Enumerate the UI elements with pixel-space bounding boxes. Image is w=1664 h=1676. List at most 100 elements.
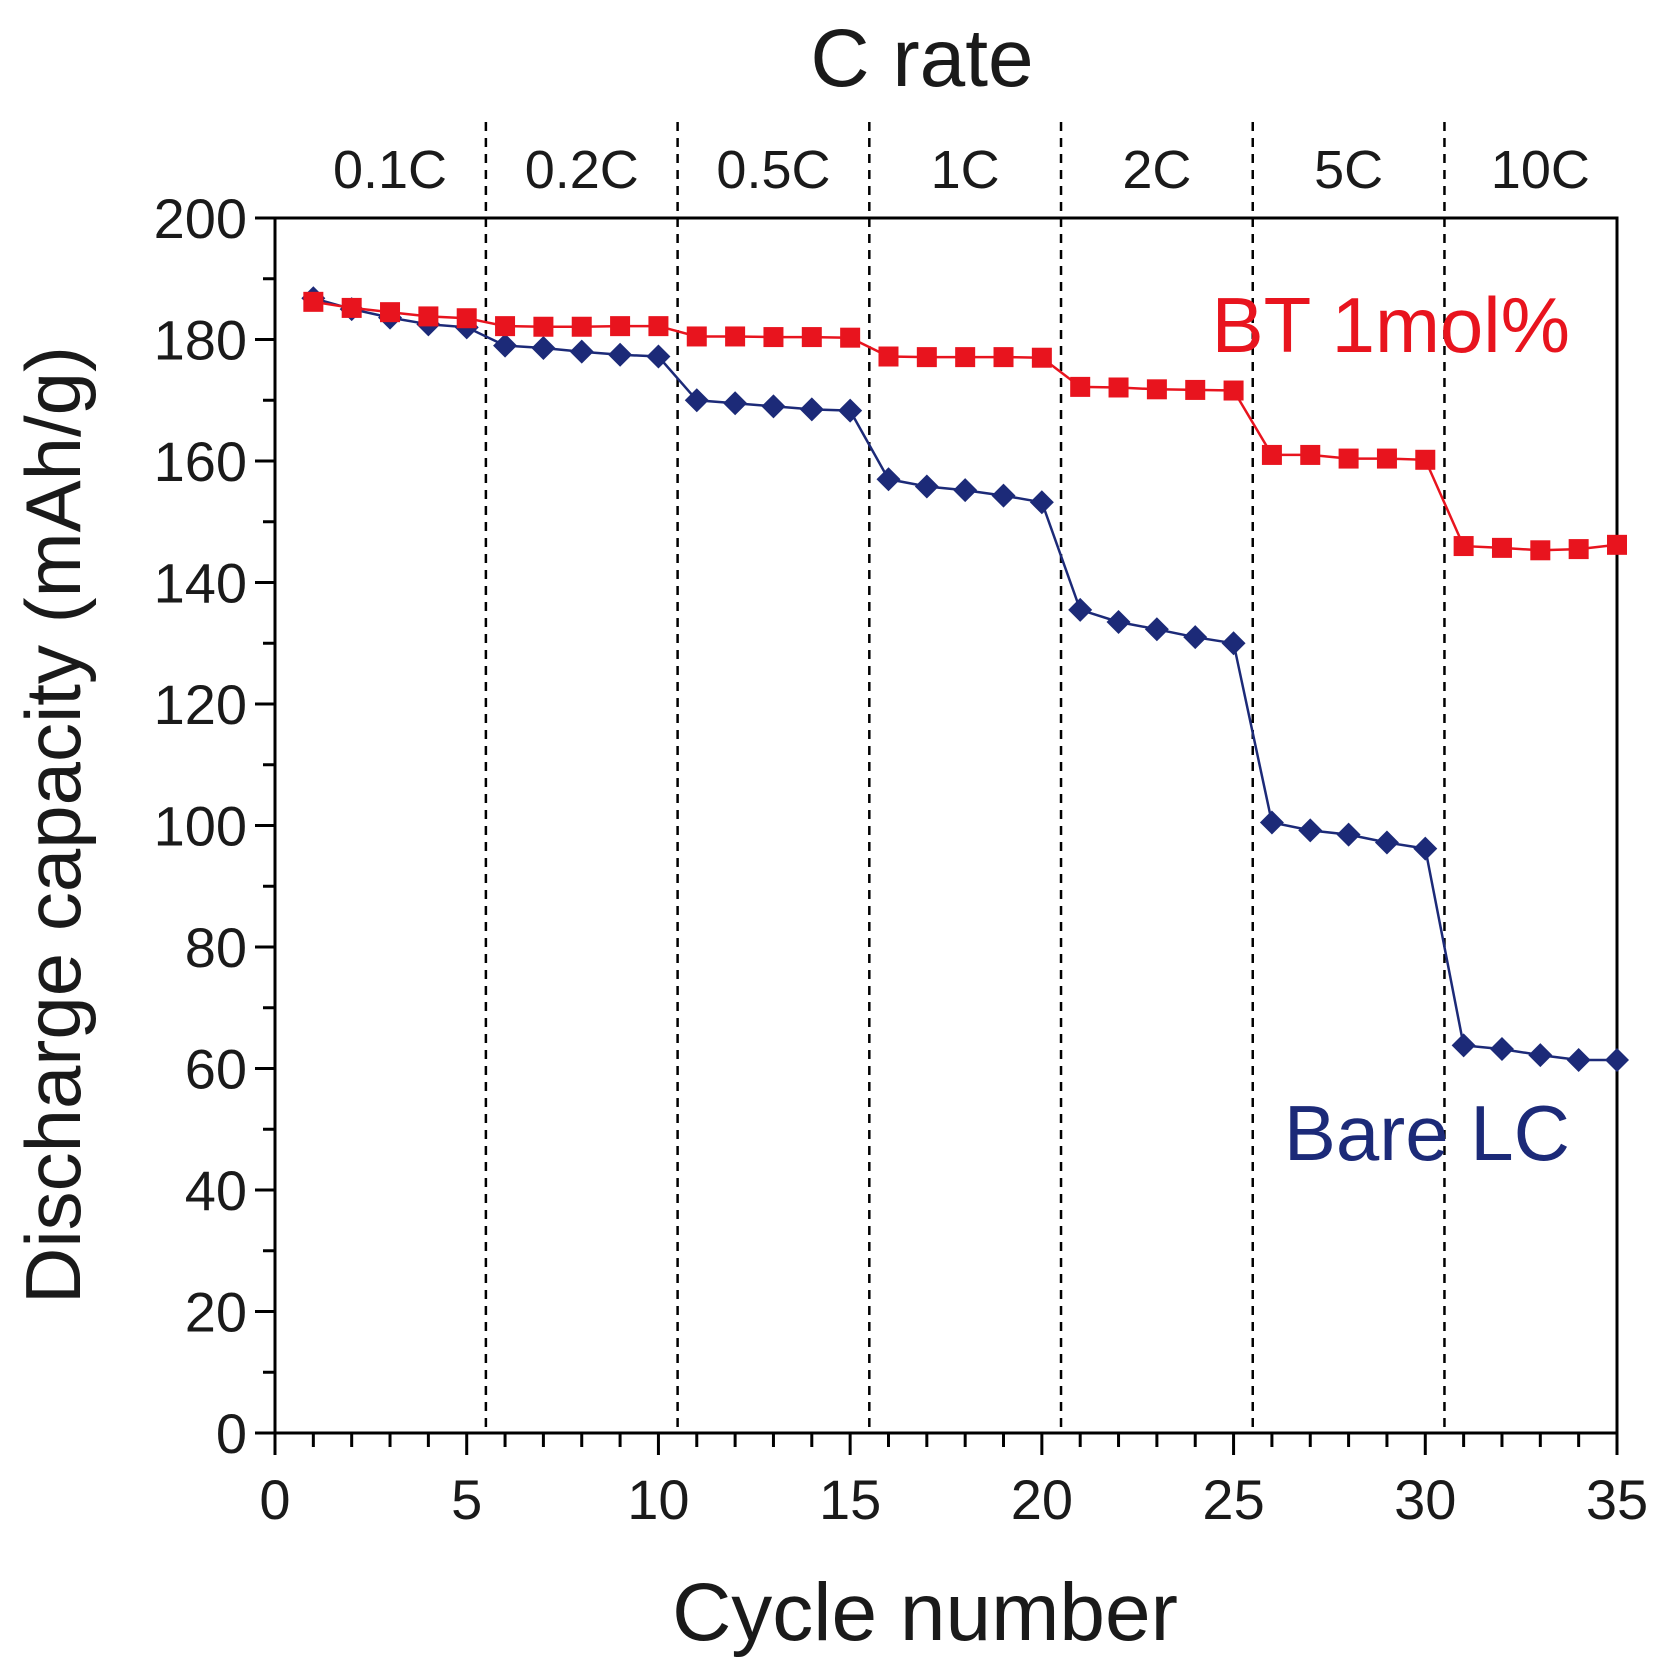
data-point-bare: [1106, 609, 1131, 634]
data-point-bt: [380, 302, 401, 323]
x-tick-label: 20: [1011, 1468, 1073, 1531]
x-axis-ticks: 0 5 10 15 20 25 30 35: [259, 1433, 1648, 1531]
series-label-bare: Bare LC: [1284, 1089, 1570, 1177]
data-point-bt: [1300, 444, 1321, 465]
data-point-bare: [531, 336, 556, 361]
data-point-bt: [840, 327, 861, 348]
data-point-bare: [1566, 1047, 1591, 1072]
x-tick-label: 25: [1202, 1468, 1264, 1531]
y-tick-label: 200: [154, 187, 247, 250]
x-tick-label: 5: [451, 1468, 482, 1531]
data-point-bt: [1568, 539, 1589, 560]
y-tick-label: 60: [185, 1038, 247, 1101]
x-tick-label: 15: [819, 1468, 881, 1531]
data-point-bt: [495, 316, 516, 337]
data-point-bt: [916, 347, 937, 368]
data-point-bt: [878, 346, 899, 367]
x-tick-label: 10: [627, 1468, 689, 1531]
y-axis-ticks: 0 20 40 60 80 100 120 140 160 180 200: [154, 187, 275, 1465]
rate-boundary-lines: [484, 122, 1446, 1433]
data-point-bt: [1376, 448, 1397, 469]
data-point-bt: [1146, 379, 1167, 400]
data-point-bare: [1029, 490, 1054, 515]
data-point-bt: [1031, 347, 1052, 368]
x-tick-label: 30: [1394, 1468, 1456, 1531]
y-tick-label: 160: [154, 430, 247, 493]
data-point-bt: [571, 316, 592, 337]
y-tick-label: 80: [185, 916, 247, 979]
data-point-bare: [1489, 1037, 1514, 1062]
data-point-bare: [1221, 631, 1246, 656]
data-point-bare: [799, 397, 824, 422]
data-point-bt: [801, 327, 822, 348]
data-point-bare: [838, 398, 863, 423]
data-point-bt: [533, 316, 554, 337]
rate-label: 0.5C: [716, 140, 830, 200]
data-point-bare: [1298, 818, 1323, 843]
y-tick-label: 20: [185, 1281, 247, 1344]
y-tick-label: 100: [154, 795, 247, 858]
data-point-bare: [914, 474, 939, 499]
plot-frame: [273, 216, 1619, 1435]
data-point-bare: [953, 478, 978, 503]
data-point-bt: [763, 327, 784, 348]
rate-labels: 0.1C 0.2C 0.5C 1C 2C 5C 10C: [333, 140, 1590, 200]
y-tick-label: 40: [185, 1159, 247, 1222]
y-tick-label: 0: [216, 1402, 247, 1465]
rate-label: 2C: [1122, 140, 1191, 200]
rate-label: 10C: [1491, 140, 1590, 200]
data-point-bt: [955, 347, 976, 368]
data-point-bt: [1261, 444, 1282, 465]
rate-label: 0.1C: [333, 140, 447, 200]
y-axis-label: Discharge capacity (mAh/g): [9, 346, 97, 1304]
data-point-bt: [1338, 448, 1359, 469]
rate-label: 1C: [931, 140, 1000, 200]
data-point-bt: [993, 347, 1014, 368]
data-point-bt: [1453, 536, 1474, 557]
data-point-bare: [1068, 597, 1093, 622]
data-point-bare: [1451, 1033, 1476, 1058]
x-tick-label: 0: [259, 1468, 290, 1531]
y-tick-label: 180: [154, 309, 247, 372]
data-point-bt: [341, 297, 362, 318]
data-point-bt: [456, 308, 477, 329]
data-point-bare: [1605, 1047, 1629, 1072]
data-point-bare: [723, 391, 748, 416]
data-point-bt: [1491, 537, 1512, 558]
data-point-bt: [418, 306, 439, 327]
data-point-bt: [1185, 379, 1206, 400]
chart-title: C rate: [810, 13, 1033, 104]
data-point-bare: [1413, 836, 1438, 861]
series-line: [312, 296, 1617, 1062]
data-point-bare: [569, 339, 594, 364]
data-point-bare: [991, 483, 1016, 508]
rate-label: 0.2C: [525, 140, 639, 200]
data-point-bt: [648, 316, 669, 337]
data-point-bt: [725, 326, 746, 347]
y-tick-label: 120: [154, 673, 247, 736]
x-tick-label: 35: [1586, 1468, 1648, 1531]
data-point-bare: [1144, 617, 1169, 642]
data-point-bare: [1528, 1043, 1553, 1068]
data-point-bt: [610, 316, 631, 337]
x-axis-label: Cycle number: [672, 1567, 1178, 1658]
series-label-bt: BT 1mol%: [1212, 281, 1570, 369]
data-point-bare: [1336, 822, 1361, 847]
data-point-bt: [1108, 377, 1129, 398]
data-point-bt: [1530, 540, 1551, 561]
data-point-bt: [686, 326, 707, 347]
data-point-bare: [684, 388, 709, 413]
data-point-bt: [1415, 449, 1436, 470]
y-tick-label: 140: [154, 552, 247, 615]
data-point-bt: [303, 291, 324, 312]
data-point-bt: [1223, 380, 1244, 401]
data-point-bare: [646, 344, 671, 369]
data-point-bare: [608, 342, 633, 367]
series-layer: [301, 286, 1629, 1072]
data-point-bt: [1070, 376, 1091, 397]
data-point-bare: [493, 333, 518, 358]
data-point-bare: [1183, 625, 1208, 650]
data-point-bare: [761, 394, 786, 419]
rate-label: 5C: [1314, 140, 1383, 200]
